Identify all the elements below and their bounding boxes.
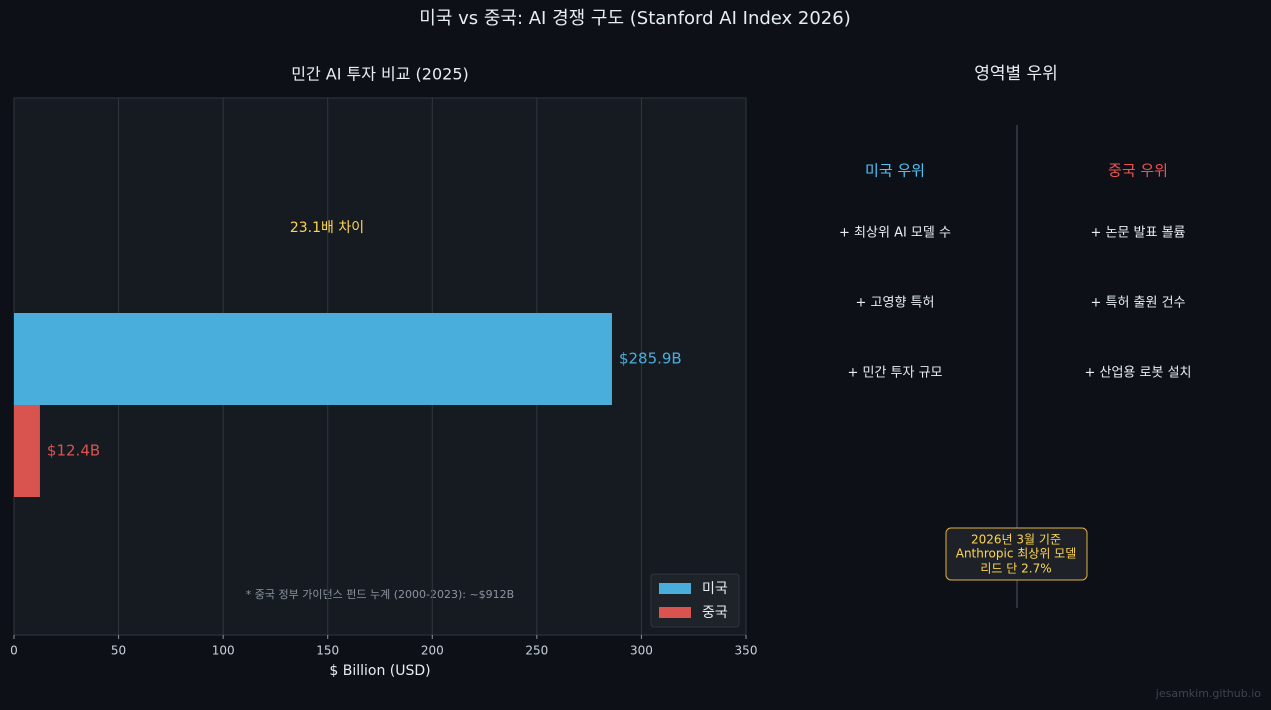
x-tick-label: 200 <box>421 644 444 658</box>
legend-label: 중국 <box>702 605 728 621</box>
watermark: jesamkim.github.io <box>1155 687 1261 700</box>
legend-swatch <box>659 607 691 618</box>
advantage-item: + 산업용 로봇 설치 <box>1084 366 1191 381</box>
value-label: $12.4B <box>47 442 100 460</box>
legend-swatch <box>659 583 691 594</box>
x-tick-label: 350 <box>735 644 758 658</box>
advantage-item: + 논문 발표 볼륨 <box>1090 226 1185 241</box>
value-label: $285.9B <box>619 350 682 368</box>
advantage-item: + 고영향 특허 <box>856 296 935 311</box>
bar <box>14 405 40 497</box>
note-box <box>945 527 1088 581</box>
advantage-item: + 민간 투자 규모 <box>847 366 942 381</box>
page-title: 미국 vs 중국: AI 경쟁 구도 (Stanford AI Index 20… <box>419 8 851 29</box>
x-tick-label: 150 <box>316 644 339 658</box>
x-tick-label: 0 <box>10 644 18 658</box>
bar <box>14 313 612 405</box>
x-tick-label: 300 <box>630 644 653 658</box>
note-line: Anthropic 최상위 모델 <box>956 547 1077 561</box>
panel-title: 영역별 우위 <box>974 64 1058 84</box>
x-tick-label: 250 <box>525 644 548 658</box>
annotation: 23.1배 차이 <box>290 220 364 236</box>
note-line: 리드 단 2.7% <box>980 562 1051 576</box>
chart-title: 민간 AI 투자 비교 (2025) <box>291 65 469 84</box>
advantage-item: + 최상위 AI 모델 수 <box>839 226 951 241</box>
advantage-item: + 특허 출원 건수 <box>1090 296 1185 311</box>
footnote: * 중국 정부 가이던스 펀드 누계 (2000-2023): ~$912B <box>246 588 514 601</box>
column-heading: 미국 우위 <box>865 162 925 180</box>
x-axis-label: $ Billion (USD) <box>329 663 430 679</box>
note-line: 2026년 3월 기준 <box>971 533 1061 547</box>
x-tick-label: 50 <box>111 644 126 658</box>
x-tick-label: 100 <box>212 644 235 658</box>
column-heading: 중국 우위 <box>1108 162 1168 180</box>
legend-label: 미국 <box>702 581 728 597</box>
